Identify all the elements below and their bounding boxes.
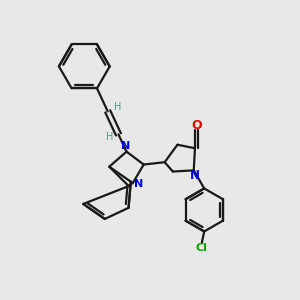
Text: N: N	[190, 169, 200, 182]
Text: H: H	[106, 132, 113, 142]
Text: N: N	[121, 141, 130, 151]
Text: Cl: Cl	[196, 243, 208, 253]
Text: H: H	[115, 102, 122, 112]
Text: O: O	[191, 119, 202, 132]
Text: N: N	[134, 179, 143, 189]
